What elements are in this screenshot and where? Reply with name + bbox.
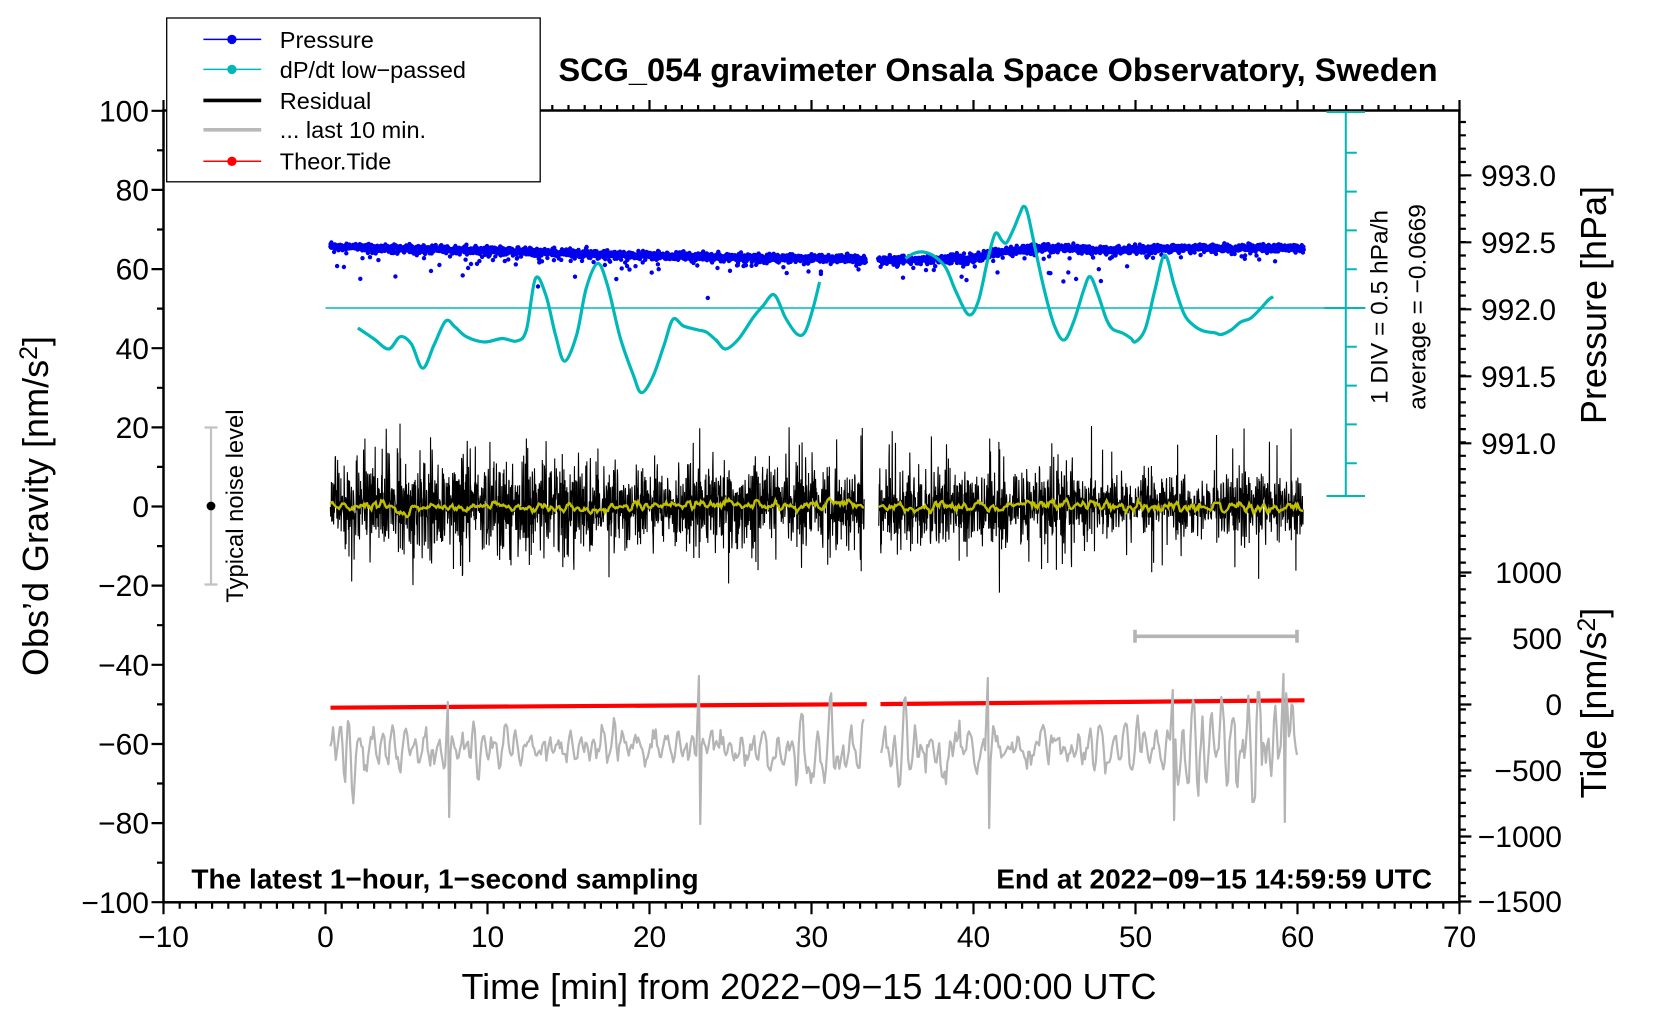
svg-text:60: 60 [1281, 921, 1314, 954]
svg-text:10: 10 [471, 921, 504, 954]
svg-text:−500: −500 [1494, 755, 1562, 788]
svg-text:30: 30 [795, 921, 828, 954]
svg-text:Theor.Tide: Theor.Tide [280, 149, 391, 175]
svg-text:0: 0 [132, 491, 149, 524]
svg-text:0: 0 [317, 921, 334, 954]
svg-text:993.0: 993.0 [1481, 160, 1556, 193]
svg-text:Pressure: Pressure [280, 27, 374, 53]
svg-text:Time [min] from 2022−09−15 14:: Time [min] from 2022−09−15 14:00:00 UTC [461, 966, 1156, 1007]
svg-text:Tide [nm/s2]: Tide [nm/s2] [1573, 608, 1614, 799]
svg-text:40: 40 [957, 921, 990, 954]
svg-text:60: 60 [116, 254, 149, 287]
svg-text:1000: 1000 [1495, 557, 1562, 590]
svg-text:992.5: 992.5 [1481, 227, 1556, 260]
svg-text:20: 20 [633, 921, 666, 954]
svg-text:−1000: −1000 [1478, 821, 1562, 854]
svg-text:End at 2022−09−15 14:59:59 UTC: End at 2022−09−15 14:59:59 UTC [996, 864, 1432, 895]
svg-text:dP/dt low−passed: dP/dt low−passed [280, 57, 466, 83]
svg-text:80: 80 [116, 175, 149, 208]
svg-text:... last 10 min.: ... last 10 min. [280, 117, 426, 143]
svg-text:992.0: 992.0 [1481, 294, 1556, 327]
svg-text:−1500: −1500 [1478, 886, 1562, 919]
svg-text:average = −0.0669: average = −0.0669 [1405, 204, 1432, 410]
svg-text:−60: −60 [98, 729, 149, 762]
svg-text:991.0: 991.0 [1481, 428, 1556, 461]
svg-text:991.5: 991.5 [1481, 361, 1556, 394]
svg-text:0: 0 [1545, 689, 1562, 722]
svg-text:The latest 1−hour, 1−second sa: The latest 1−hour, 1−second sampling [191, 864, 698, 895]
svg-text:Residual: Residual [280, 88, 371, 114]
svg-text:−40: −40 [98, 649, 149, 682]
svg-text:1 DIV = 0.5 hPa/h: 1 DIV = 0.5 hPa/h [1367, 210, 1394, 404]
svg-text:−20: −20 [98, 570, 149, 603]
svg-text:100: 100 [99, 95, 149, 128]
svg-text:70: 70 [1443, 921, 1476, 954]
svg-text:−10: −10 [138, 921, 189, 954]
svg-text:40: 40 [116, 333, 149, 366]
svg-text:−80: −80 [98, 808, 149, 841]
svg-text:50: 50 [1119, 921, 1152, 954]
svg-text:Pressure [hPa]: Pressure [hPa] [1573, 186, 1614, 424]
svg-text:SCG_054 gravimeter Onsala Spac: SCG_054 gravimeter Onsala Space Observat… [558, 52, 1437, 88]
svg-text:20: 20 [116, 412, 149, 445]
svg-text:Typical noise level: Typical noise level [222, 409, 249, 602]
svg-text:Obs’d Gravity [nm/s2]: Obs’d Gravity [nm/s2] [15, 336, 56, 676]
svg-text:500: 500 [1512, 623, 1562, 656]
svg-text:−100: −100 [81, 887, 149, 920]
